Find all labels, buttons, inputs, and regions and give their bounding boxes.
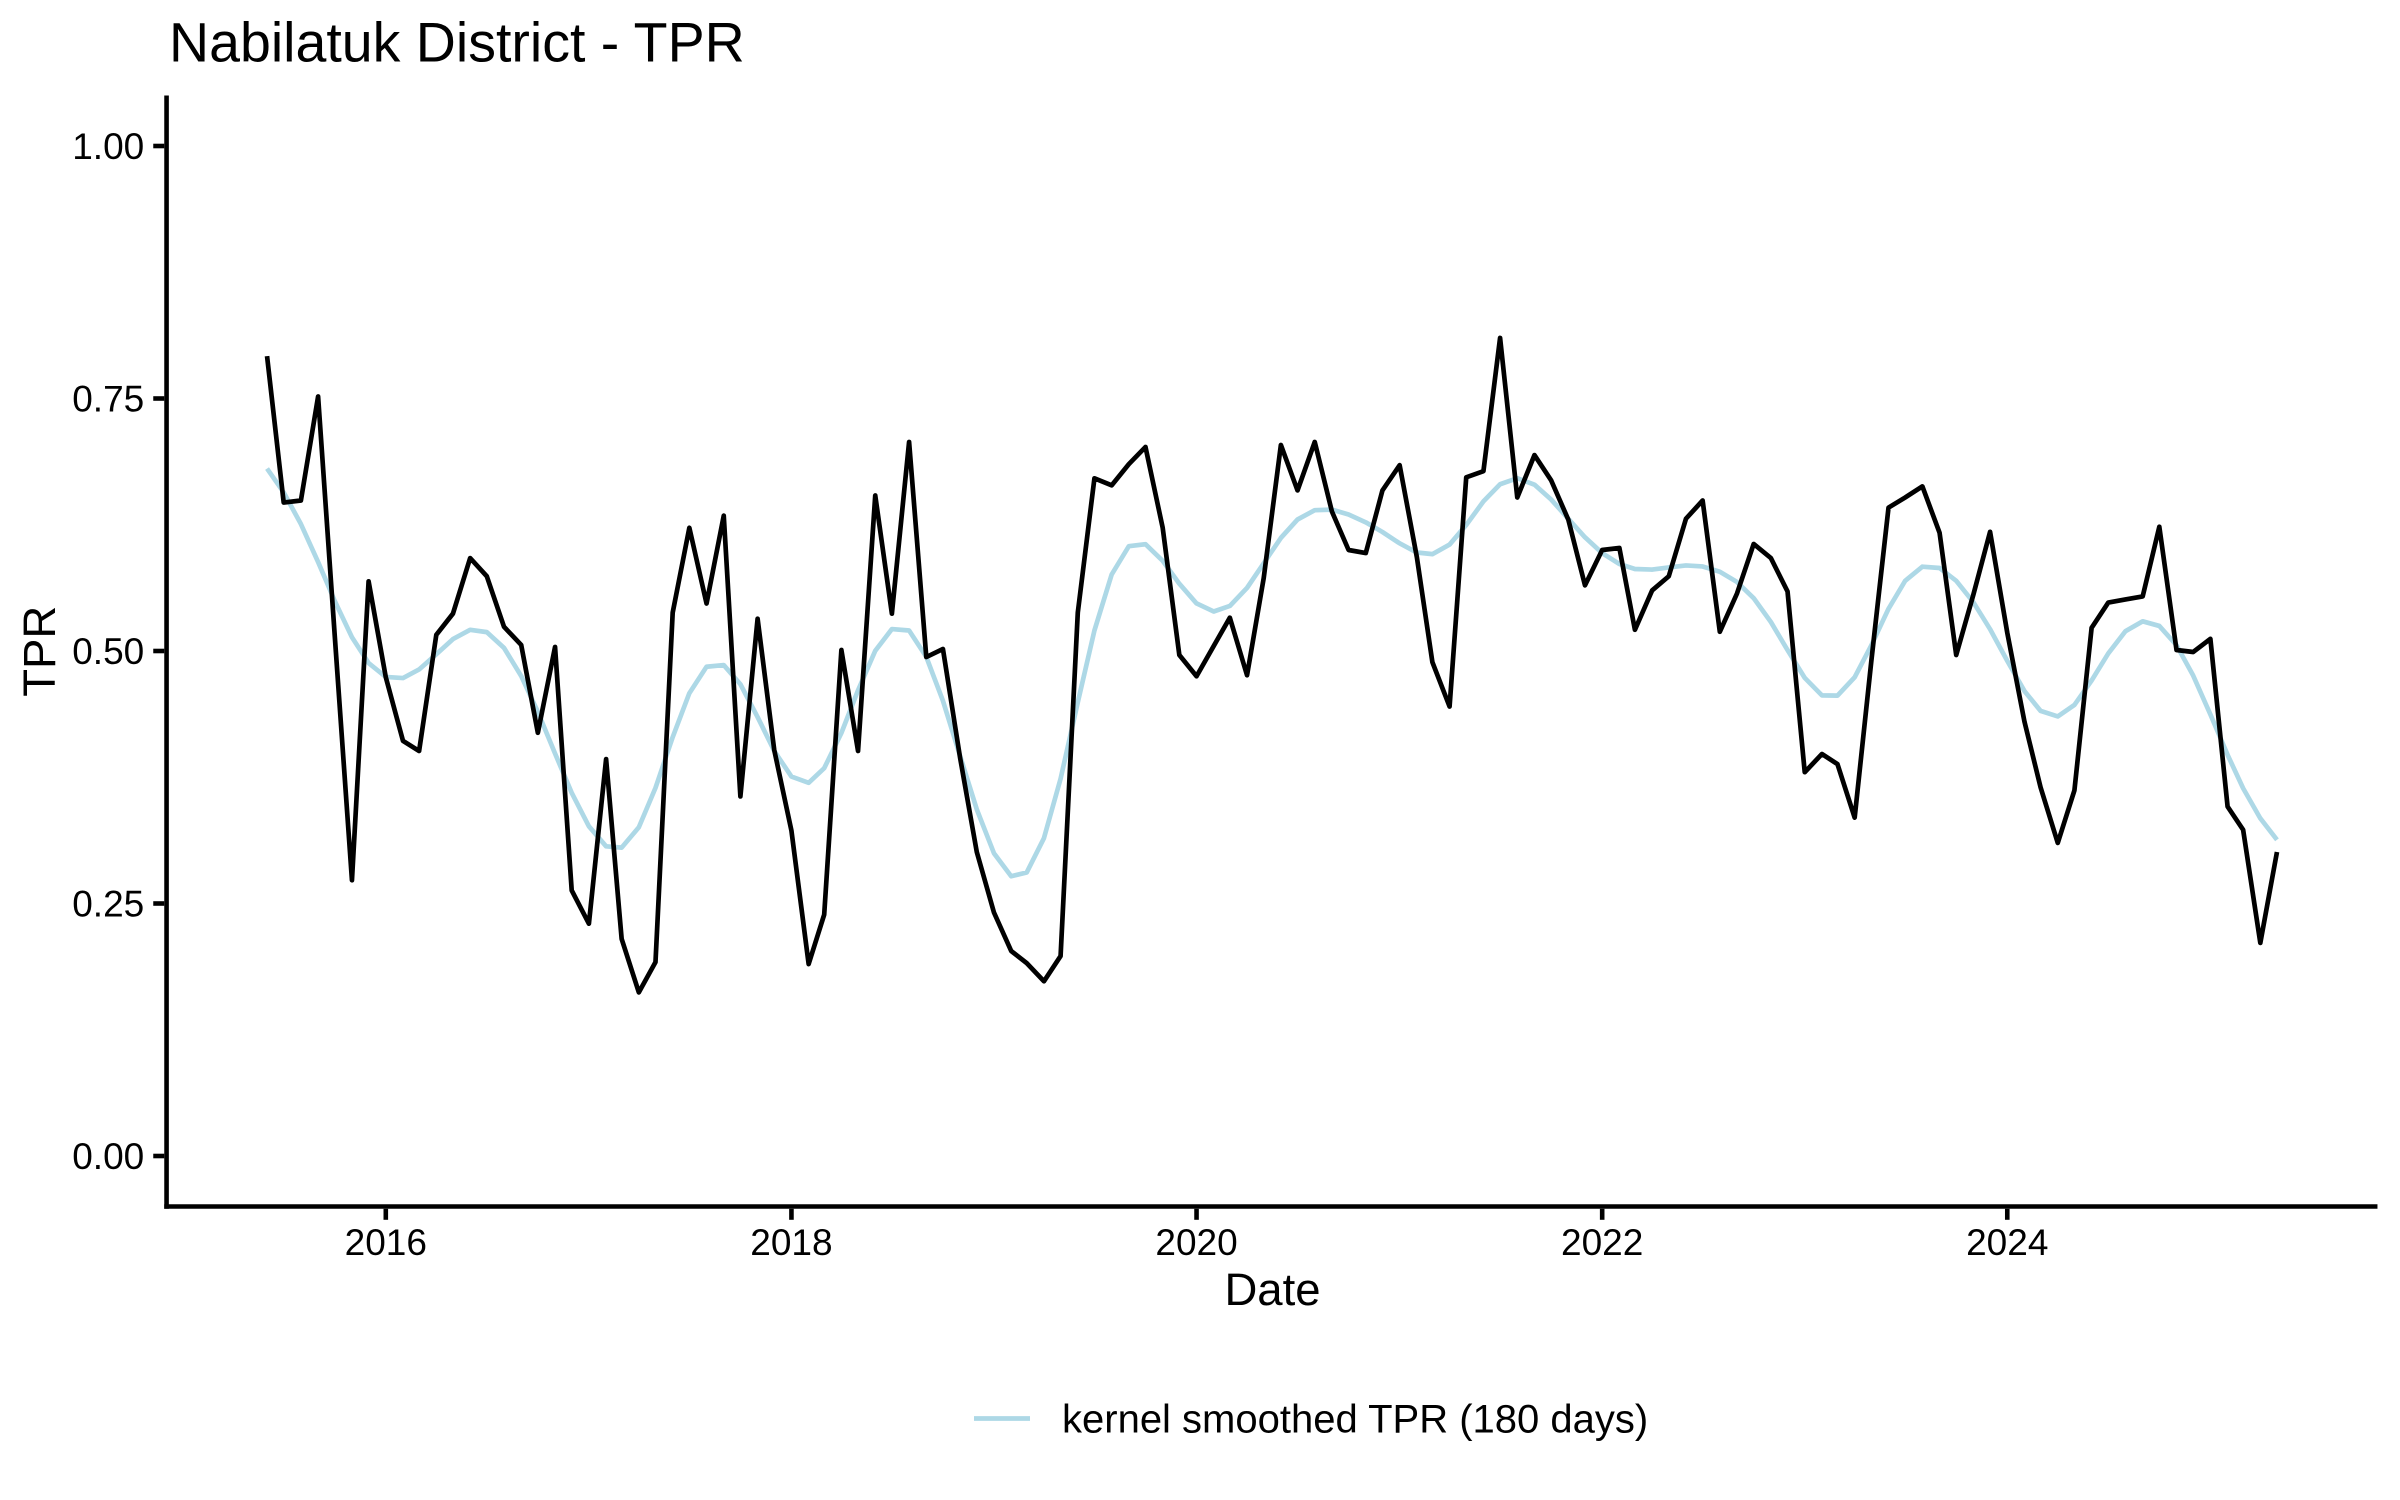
y-tick-label: 1.00	[72, 126, 144, 167]
legend-label-smoothed: kernel smoothed TPR (180 days)	[1062, 1398, 1648, 1442]
tpr-line	[264, 335, 2280, 995]
series-layer	[264, 335, 2280, 995]
x-tick-label: 2018	[750, 1222, 832, 1263]
y-tick-label: 0.75	[72, 379, 144, 420]
x-tick-label: 2022	[1561, 1222, 1643, 1263]
x-axis-title: Date	[1224, 1264, 1320, 1315]
y-tick-label: 0.50	[72, 631, 144, 672]
y-tick-label: 0.25	[72, 884, 144, 925]
y-axis-title: TPR	[14, 606, 65, 697]
chart-title: Nabilatuk District - TPR	[169, 12, 745, 74]
x-tick-label: 2020	[1155, 1222, 1237, 1263]
y-tick-label: 0.00	[72, 1136, 144, 1177]
axes-layer: 0.00 0.25 0.50 0.75 1.00 2016 2018 2020 2022 2024	[72, 95, 2378, 1263]
x-tick-label: 2016	[345, 1222, 427, 1263]
legend: kernel smoothed TPR (180 days)	[974, 1398, 1648, 1442]
x-tick-label: 2024	[1966, 1222, 2048, 1263]
